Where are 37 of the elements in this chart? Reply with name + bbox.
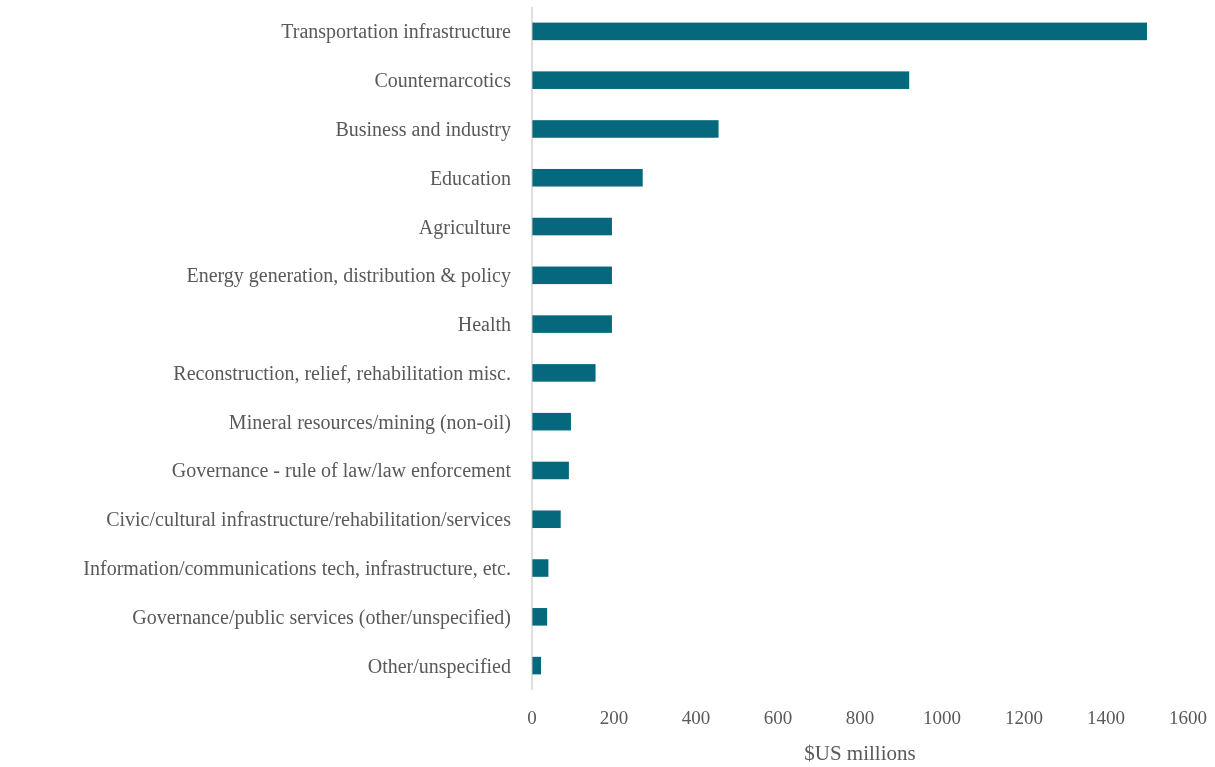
x-tick-label: 200 [599, 707, 629, 728]
bar [532, 412, 571, 431]
y-tick-label: Counternarcotics [374, 69, 512, 92]
y-tick-label: Energy generation, distribution & policy [186, 264, 511, 288]
y-tick-label: Reconstruction, relief, rehabilitation misc. [173, 361, 511, 384]
x-tick-label: 1400 [1087, 707, 1125, 728]
bar [532, 22, 1147, 41]
y-tick-label: Other/unspecified [367, 654, 511, 678]
y-tick-label: Education [429, 166, 511, 189]
x-tick-label: 0 [527, 707, 537, 728]
y-tick-label: Agriculture [418, 215, 512, 239]
y-tick-label: Business and industry [335, 117, 511, 141]
x-tick-label: 1600 [1169, 707, 1207, 728]
bar [532, 315, 612, 333]
bar [532, 559, 549, 577]
bar [532, 120, 719, 138]
bar [532, 461, 569, 480]
x-tick-label: 1000 [923, 707, 961, 728]
x-axis-title: $US millions [804, 741, 916, 765]
y-tick-label: Governance - rule of law/law enforcement [171, 459, 512, 482]
x-tick-label: 1200 [1005, 707, 1043, 728]
x-tick-label: 400 [681, 707, 711, 728]
bar [532, 364, 596, 382]
bar [532, 168, 643, 187]
y-tick-label: Mineral resources/mining (non-oil) [228, 410, 511, 434]
y-tick-label: Governance/public services (other/unspecified) [132, 605, 511, 629]
bar [532, 217, 612, 236]
bar [532, 266, 612, 285]
x-tick-label: 600 [763, 707, 793, 728]
bar [532, 608, 548, 626]
y-tick-label: Health [457, 313, 511, 336]
y-tick-label: Information/communications tech, infrastructure, etc. [83, 557, 511, 580]
y-tick-label: Transportation infrastructure [281, 20, 512, 44]
y-tick-label: Civic/cultural infrastructure/rehabilitation/services [106, 508, 512, 531]
bar [532, 71, 910, 89]
x-tick-label: 800 [845, 707, 875, 728]
bar [532, 510, 561, 529]
